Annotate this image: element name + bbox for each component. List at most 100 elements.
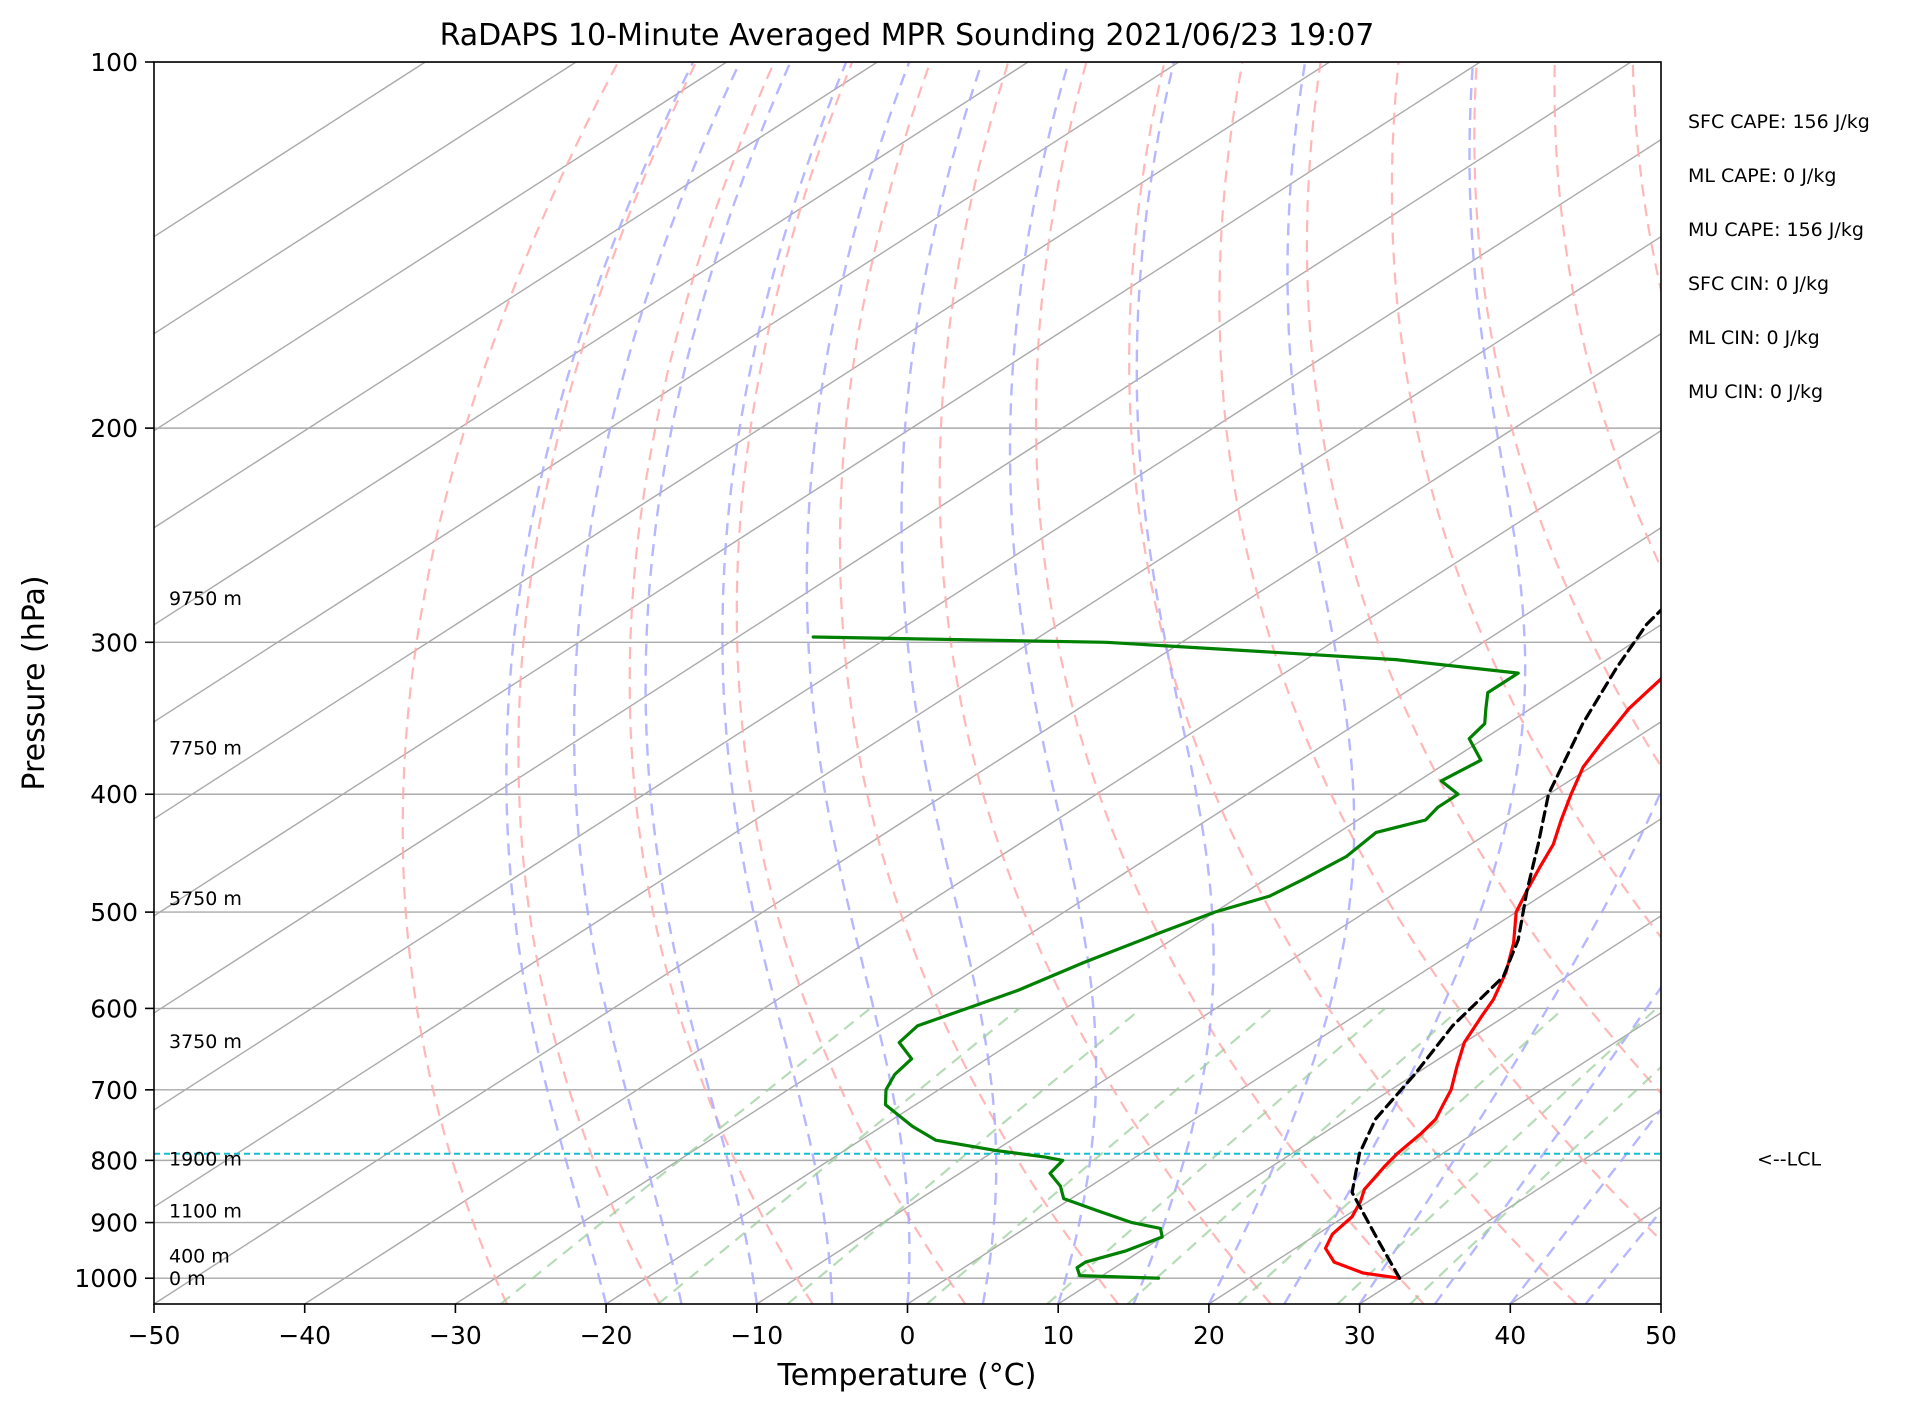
isotherm-line [907,818,1661,1304]
dry-adiabat-line [1867,62,1911,1304]
isotherm-line [1359,1109,1661,1304]
moist-adiabat-line [1358,788,1661,1304]
dry-adiabat-line [1218,62,1661,1242]
dry-adiabat-line [838,62,1119,1304]
x-tick-label: 10 [1042,1321,1074,1350]
mixing-ratio-line [1336,1007,1658,1304]
moist-adiabat-line [1283,62,1527,1304]
dry-adiabat-line [1305,62,1661,1095]
dry-adiabat-line [1711,62,1911,1304]
isotherm-line [154,62,1330,820]
x-tick-label: 0 [900,1321,916,1350]
height-label: 1100 m [169,1201,242,1223]
isotherm-line [154,138,1661,1111]
moist-adiabat-line [1008,62,1098,1304]
series-layer [154,607,1661,1280]
stats-line: ML CAPE: 0 J/kg [1688,165,1836,187]
temperature-profile-line [1323,676,1661,1280]
y-tick-label: 1000 [74,1264,138,1293]
height-label: 1900 m [169,1148,242,1170]
dry-adiabat-line [1128,62,1578,1304]
x-tick-label: −50 [128,1321,181,1350]
mixing-ratio-line [1046,1007,1386,1304]
moist-adiabat-line [721,62,848,1304]
stats-line: ML CIN: 0 J/kg [1688,327,1820,349]
isotherm-line [455,526,1661,1304]
isotherm-line [154,62,728,432]
dry-adiabat-line [401,62,620,1304]
stats-panel: SFC CAPE: 156 J/kg ML CAPE: 0 J/kg MU CAPE… [1688,111,1870,403]
background-lines [154,62,1911,1304]
mixing-ratio-line [926,1007,1273,1304]
height-labels: 9750 m 7750 m 5750 m 3750 m 1900 m 1100 m 400 … [169,588,242,1290]
height-label: 5750 m [169,888,242,910]
isotherm-line [1660,1303,1661,1304]
lcl-label: <--LCL [1757,1149,1821,1171]
y-tick-label: 400 [90,780,138,809]
y-axis: 1000 900 800 700 600 500 400 300 200 100 [74,48,154,1293]
x-tick-label: −30 [429,1321,482,1350]
x-axis-title: Temperature (°C) [777,1358,1037,1393]
mixing-ratio-line [1126,1007,1462,1304]
isotherm-line [154,62,1481,917]
y-tick-label: 500 [90,898,138,927]
y-axis-title: Pressure (hPa) [17,575,52,790]
isotherm-line [1057,915,1661,1304]
isotherm-line [304,429,1661,1304]
mixing-ratio-line [1237,1007,1565,1304]
parcel-profile-line [1350,607,1661,1280]
x-tick-label: 40 [1494,1321,1526,1350]
y-tick-label: 200 [90,414,138,443]
y-tick-label: 800 [90,1146,138,1175]
x-axis: −50 −40 −30 −20 −10 0 10 20 30 40 50 [128,1304,1677,1350]
x-tick-label: −10 [730,1321,783,1350]
mixing-ratio-line [786,1007,1142,1304]
isotherm-line [154,62,878,529]
y-tick-label: 900 [90,1209,138,1238]
mixing-ratio-line [1409,1065,1661,1304]
dry-adiabat-line [1553,62,1661,571]
x-tick-label: 30 [1344,1321,1376,1350]
stats-line: SFC CIN: 0 J/kg [1688,273,1829,295]
y-tick-label: 300 [90,628,138,657]
isotherm-line [154,62,1632,1014]
dry-adiabat-line [1789,62,1911,1304]
dry-adiabat-line [1631,62,1661,295]
chart-title: RaDAPS 10-Minute Averaged MPR Sounding 2… [440,18,1375,53]
moist-adiabat-line [1584,1209,1661,1304]
height-label: 400 m [169,1246,230,1268]
dry-adiabat-line [938,62,1272,1304]
moist-adiabat-line [900,62,998,1304]
x-tick-label: 50 [1645,1321,1677,1350]
isotherm-line [154,62,1180,723]
moist-adiabat-line [572,62,741,1304]
dry-adiabat-line [1473,62,1661,769]
isotherm-line [605,623,1661,1304]
dry-adiabat-line [517,62,698,1304]
dewpoint-profile-line [811,635,1520,1280]
y-tick-label: 600 [90,994,138,1023]
stats-line: MU CIN: 0 J/kg [1688,381,1823,403]
isotherm-line [154,62,1029,626]
dry-adiabat-line [1034,62,1425,1304]
isotherm-line [154,62,577,335]
height-label: 7750 m [169,737,242,759]
x-tick-label: −40 [278,1321,331,1350]
stats-line: SFC CAPE: 156 J/kg [1688,111,1870,133]
isotherm-line [756,720,1661,1304]
moist-adiabat-line [805,62,911,1304]
isotherm-line [154,235,1661,1208]
x-tick-label: 20 [1193,1321,1225,1350]
isotherm-line [154,332,1661,1304]
height-label: 3750 m [169,1031,242,1053]
mixing-ratio-line [657,1007,1020,1304]
moist-adiabat-line [1434,985,1661,1304]
height-label: 0 m [169,1268,206,1290]
stats-line: MU CAPE: 156 J/kg [1688,219,1864,241]
dry-adiabat-line [735,62,967,1304]
y-tick-label: 100 [90,48,138,77]
isotherm-line [154,62,426,238]
moist-adiabat-line [1207,62,1356,1304]
